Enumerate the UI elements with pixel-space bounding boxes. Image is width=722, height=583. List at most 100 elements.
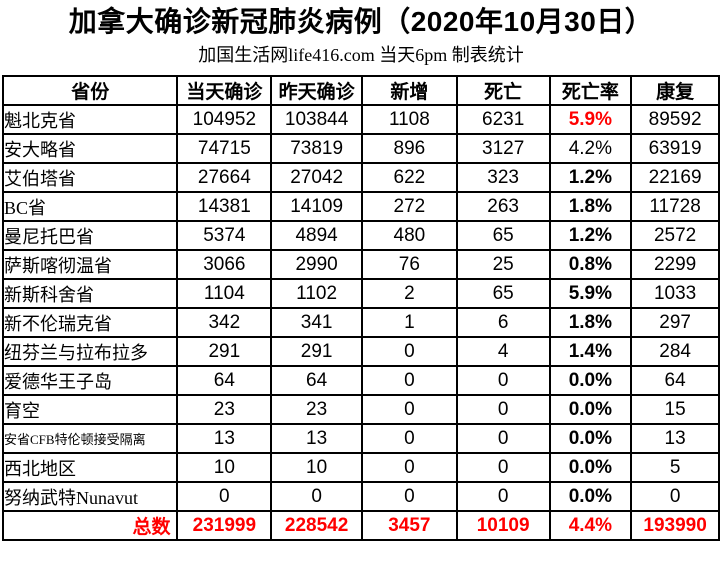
today-cell: 342 [176,307,273,338]
death-rate-cell: 4.2% [548,133,633,164]
recovered-cell: 284 [630,336,720,367]
yesterday-cell: 64 [270,365,363,396]
column-header-4: 死亡 [455,75,551,106]
new-cell: 1 [360,307,458,338]
death-rate-cell: 1.8% [548,307,633,338]
new-cell: 896 [360,133,458,164]
deaths-cell: 0 [455,452,551,483]
province-cell: 新不伦瑞克省 [1,307,179,338]
table-row: 萨斯喀彻温省 3066 2990 76 25 0.8% 2299 [1,249,720,280]
table-row: 安省CFB特伦顿接受隔离 13 13 0 0 0.0% 13 [1,423,720,454]
table-row: 新斯科舍省 1104 1102 2 65 5.9% 1033 [1,278,720,309]
deaths-cell: 0 [455,394,551,425]
column-header-0: 省份 [1,75,179,106]
table-body: 魁北克省 104952 103844 1108 6231 5.9% 89592 安大略省 747… [1,104,720,541]
deaths-cell: 263 [455,191,551,222]
column-header-2: 昨天确诊 [270,75,363,106]
total-new-cell: 3457 [360,510,458,541]
page-title: 加拿大确诊新冠肺炎病例（2020年10月30日） [68,6,654,37]
new-cell: 0 [360,481,458,512]
table-row: 艾伯塔省 27664 27042 622 323 1.2% 22169 [1,162,720,193]
recovered-cell: 89592 [630,104,720,135]
recovered-cell: 297 [630,307,720,338]
death-rate-cell: 1.2% [548,220,633,251]
deaths-cell: 3127 [455,133,551,164]
today-cell: 0 [176,481,273,512]
total-row: 总数 231999 228542 3457 10109 4.4% 193990 [1,510,720,541]
today-cell: 1104 [176,278,273,309]
new-cell: 480 [360,220,458,251]
today-cell: 14381 [176,191,273,222]
yesterday-cell: 0 [270,481,363,512]
province-cell: 安大略省 [1,133,179,164]
table-row: 努纳武特Nunavut 0 0 0 0 0.0% 0 [1,481,720,512]
recovered-cell: 11728 [630,191,720,222]
new-cell: 76 [360,249,458,280]
death-rate-cell: 0.0% [548,481,633,512]
death-rate-cell: 1.4% [548,336,633,367]
province-cell: 安省CFB特伦顿接受隔离 [1,423,179,454]
today-cell: 23 [176,394,273,425]
new-cell: 0 [360,365,458,396]
deaths-cell: 0 [455,481,551,512]
death-rate-cell: 0.0% [548,394,633,425]
table-row: 育空 23 23 0 0 0.0% 15 [1,394,720,425]
death-rate-cell: 5.9% [548,278,633,309]
province-cell: 魁北克省 [1,104,179,135]
deaths-cell: 323 [455,162,551,193]
province-cell: BC省 [1,191,179,222]
death-rate-cell: 0.0% [548,365,633,396]
covid-stats-table: 省份 当天确诊 昨天确诊 新增 死亡 死亡率 康复 魁北克省 104952 103844 1108… [1,75,720,541]
total-label: 总数 [1,510,179,541]
deaths-cell: 0 [455,365,551,396]
recovered-cell: 22169 [630,162,720,193]
header-row: 省份 当天确诊 昨天确诊 新增 死亡 死亡率 康复 [1,75,720,106]
recovered-cell: 63919 [630,133,720,164]
today-cell: 64 [176,365,273,396]
new-cell: 0 [360,452,458,483]
recovered-cell: 2572 [630,220,720,251]
death-rate-cell: 0.0% [548,423,633,454]
today-cell: 3066 [176,249,273,280]
deaths-cell: 65 [455,278,551,309]
today-cell: 27664 [176,162,273,193]
today-cell: 74715 [176,133,273,164]
today-cell: 10 [176,452,273,483]
today-cell: 291 [176,336,273,367]
deaths-cell: 4 [455,336,551,367]
death-rate-cell: 0.8% [548,249,633,280]
yesterday-cell: 13 [270,423,363,454]
total-yesterday-cell: 228542 [270,510,363,541]
recovered-cell: 1033 [630,278,720,309]
new-cell: 2 [360,278,458,309]
table-row: 新不伦瑞克省 342 341 1 6 1.8% 297 [1,307,720,338]
recovered-cell: 5 [630,452,720,483]
recovered-cell: 2299 [630,249,720,280]
yesterday-cell: 1102 [270,278,363,309]
table-row: 魁北克省 104952 103844 1108 6231 5.9% 89592 [1,104,720,135]
new-cell: 0 [360,423,458,454]
province-cell: 萨斯喀彻温省 [1,249,179,280]
new-cell: 0 [360,336,458,367]
today-cell: 5374 [176,220,273,251]
total-death-rate-cell: 4.4% [548,510,633,541]
yesterday-cell: 291 [270,336,363,367]
column-header-6: 康复 [630,75,720,106]
table-row: 曼尼托巴省 5374 4894 480 65 1.2% 2572 [1,220,720,251]
column-header-3: 新增 [360,75,458,106]
table-row: 安大略省 74715 73819 896 3127 4.2% 63919 [1,133,720,164]
deaths-cell: 25 [455,249,551,280]
page-subtitle: 加国生活网life416.com 当天6pm 制表统计 [198,45,524,65]
yesterday-cell: 23 [270,394,363,425]
province-cell: 艾伯塔省 [1,162,179,193]
table-row: BC省 14381 14109 272 263 1.8% 11728 [1,191,720,222]
death-rate-cell: 0.0% [548,452,633,483]
total-today-cell: 231999 [176,510,273,541]
table-row: 纽芬兰与拉布拉多 291 291 0 4 1.4% 284 [1,336,720,367]
yesterday-cell: 341 [270,307,363,338]
deaths-cell: 6 [455,307,551,338]
deaths-cell: 65 [455,220,551,251]
recovered-cell: 64 [630,365,720,396]
yesterday-cell: 4894 [270,220,363,251]
